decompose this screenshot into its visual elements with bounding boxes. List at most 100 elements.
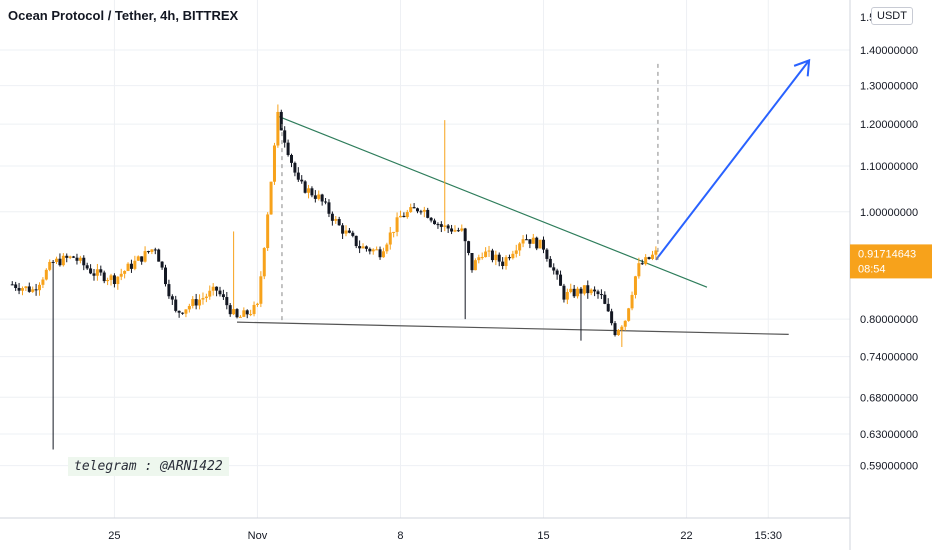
candle-body	[140, 256, 144, 262]
candle-body	[439, 224, 443, 227]
candle-body	[572, 288, 576, 297]
candle-body	[153, 249, 157, 251]
candle-body	[20, 288, 24, 291]
candle-body	[167, 284, 171, 297]
candle-body	[542, 239, 546, 250]
price-tag-background	[850, 244, 932, 279]
currency-button[interactable]: USDT	[871, 7, 913, 25]
candle-body	[65, 255, 69, 258]
candle-body	[68, 256, 72, 258]
candle-body	[143, 251, 147, 262]
candle-body	[576, 288, 580, 297]
candle-body	[426, 209, 430, 218]
candle-body	[535, 237, 539, 249]
candle-body	[181, 312, 185, 314]
candle-body	[272, 145, 276, 182]
price-tag-countdown: 08:54	[858, 263, 886, 275]
candle-body	[283, 130, 287, 143]
price-tag-value: 0.91714643	[858, 248, 916, 260]
candle-body	[215, 286, 219, 291]
candle-body	[644, 257, 648, 265]
candle-body	[184, 309, 188, 314]
candle-body	[487, 250, 491, 252]
projection-arrowhead	[793, 58, 811, 77]
candle-body	[528, 239, 532, 244]
candle-body	[106, 279, 110, 282]
candle-body	[484, 251, 488, 258]
grid	[0, 0, 850, 518]
candle-body	[51, 261, 55, 263]
candle-body	[463, 228, 467, 242]
time-axis[interactable]: 25 Nov 8 15 22 15:30	[0, 517, 850, 542]
candle-body	[327, 202, 331, 214]
candle-body	[259, 276, 263, 304]
candle-body	[324, 201, 328, 203]
candle-body	[654, 250, 658, 255]
candle-body	[456, 230, 460, 232]
candle-body	[82, 257, 86, 266]
candle-body	[569, 288, 573, 292]
candle-body	[235, 309, 239, 318]
candle-body	[17, 288, 21, 291]
candle-body	[170, 296, 174, 300]
measure-lines	[281, 60, 659, 323]
candle-body	[443, 225, 447, 227]
candle-body	[112, 275, 116, 285]
candle-body	[61, 255, 65, 266]
candle-body	[317, 194, 321, 199]
candle-body	[419, 211, 423, 213]
trendline-support	[237, 321, 789, 336]
candle-body	[579, 288, 583, 294]
candle-body	[358, 246, 362, 249]
candle-body	[603, 294, 607, 304]
trendline-projection	[655, 59, 810, 261]
price-axis[interactable]: 1.40000000 1.30000000 1.20000000 1.10000000…	[849, 0, 918, 550]
candle-body	[187, 305, 191, 310]
candle-body	[545, 249, 549, 259]
candle-body	[337, 219, 341, 226]
candle-body	[552, 267, 556, 271]
candles	[10, 104, 658, 450]
candle-body	[293, 162, 297, 173]
candle-body	[31, 289, 35, 292]
candle-body	[555, 270, 559, 275]
candle-body	[354, 235, 358, 247]
y-tick-label: 0.63000000	[860, 429, 918, 441]
candle-body	[123, 270, 127, 274]
candle-body	[41, 279, 45, 285]
candle-body	[388, 232, 392, 245]
candle-body	[650, 254, 654, 259]
candle-body	[623, 320, 627, 327]
candle-body	[255, 303, 259, 305]
candle-body	[208, 290, 212, 297]
candle-body	[198, 299, 202, 306]
candle-body	[252, 304, 256, 315]
candle-body	[44, 269, 48, 280]
candle-body	[511, 253, 515, 259]
y-tick-label: 1.20000000	[860, 119, 918, 131]
candle-body	[627, 308, 631, 321]
candle-body	[14, 284, 18, 289]
candle-body	[58, 258, 62, 266]
candle-body	[330, 213, 334, 221]
candle-body	[351, 232, 355, 236]
candle-body	[24, 286, 28, 289]
candle-body	[450, 228, 454, 232]
candle-body	[460, 228, 464, 231]
candle-body	[610, 311, 614, 324]
candle-body	[164, 267, 168, 285]
candle-body	[341, 225, 345, 234]
candle-body	[620, 326, 624, 330]
candle-body	[146, 251, 150, 253]
candle-body	[92, 273, 96, 276]
candle-body	[211, 286, 215, 291]
candle-body	[582, 285, 586, 294]
candle-body	[361, 246, 365, 249]
candle-body	[232, 309, 236, 315]
candle-body	[504, 257, 508, 266]
x-tick-label: Nov	[248, 530, 268, 542]
candle-body	[191, 299, 195, 306]
candle-body	[477, 257, 481, 261]
candle-body	[395, 217, 399, 232]
